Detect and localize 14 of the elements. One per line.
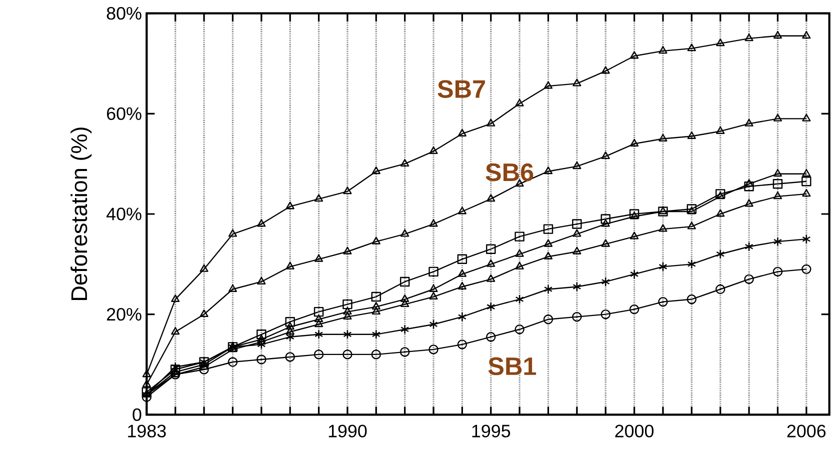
y-axis-title: Deforestation (%): [70, 128, 92, 300]
x-tick-label: 1983: [128, 424, 166, 438]
x-tick-label: 1995: [472, 424, 510, 438]
series-label: SB6: [486, 163, 534, 182]
y-tick-label: 40%: [106, 208, 142, 220]
x-tick-label: 2000: [615, 424, 654, 438]
y-tick-label: 20%: [106, 308, 142, 321]
x-tick-label: 1990: [328, 424, 367, 438]
x-tick-label: 2006: [787, 424, 826, 438]
series-label: SB1: [488, 357, 536, 376]
series-label: SB7: [438, 80, 485, 98]
y-tick-label: 60%: [107, 107, 142, 120]
y-tick-label: 80%: [106, 6, 142, 20]
y-tick-label: 0: [132, 408, 142, 422]
